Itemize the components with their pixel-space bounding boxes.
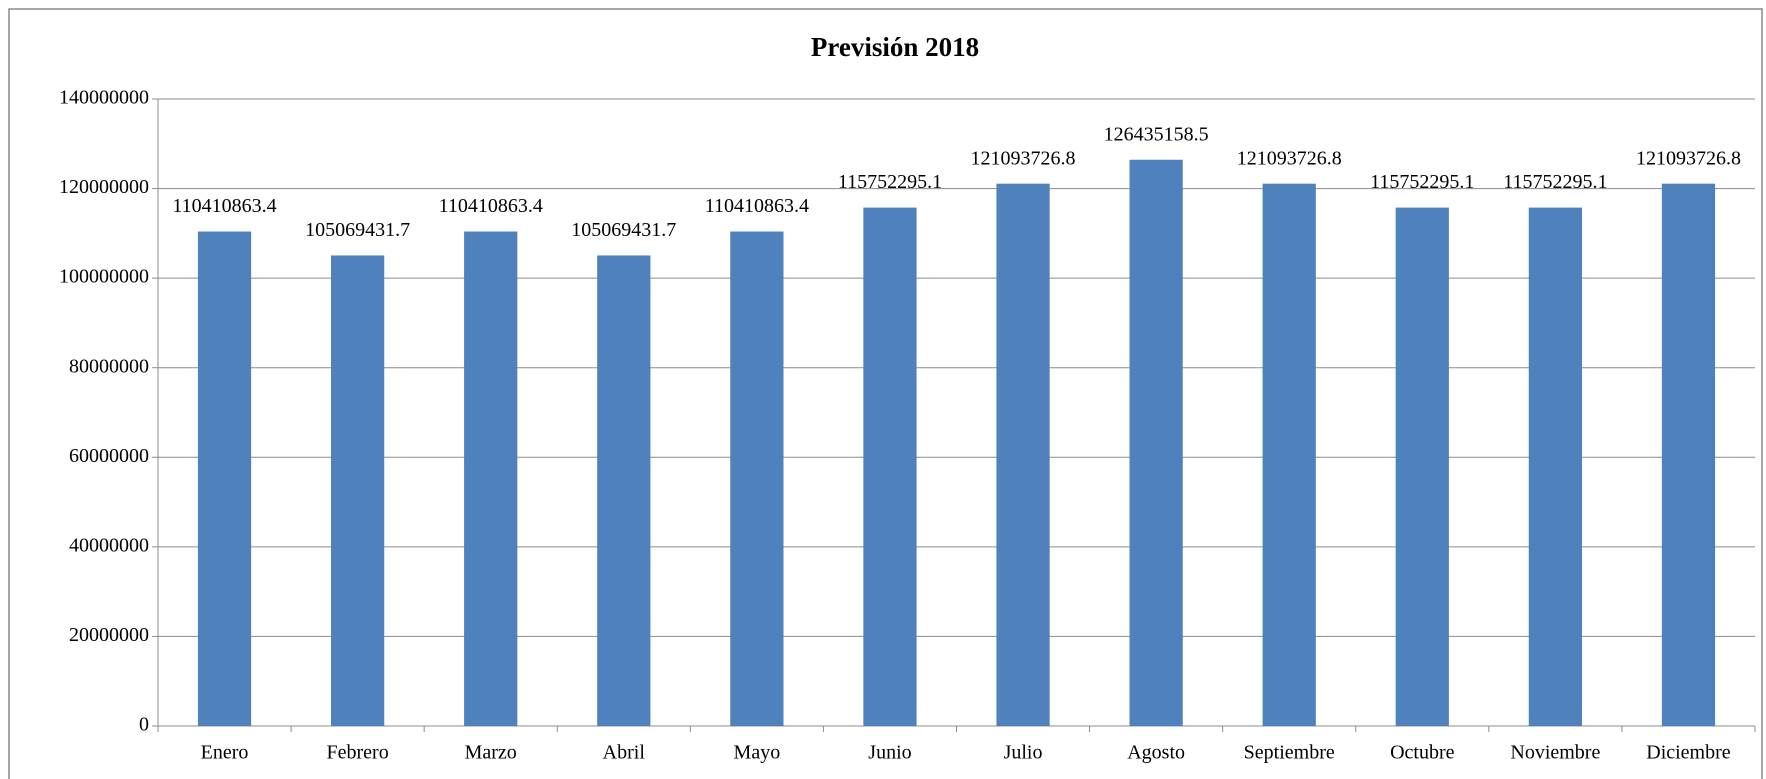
data-label: 105069431.7	[305, 219, 410, 241]
y-tick-label: 60000000	[69, 445, 149, 467]
x-tick-label: Noviembre	[1510, 742, 1600, 764]
bar	[1661, 183, 1716, 726]
data-label: 115752295.1	[1503, 171, 1607, 193]
data-label: 115752295.1	[838, 171, 942, 193]
bar	[863, 207, 917, 726]
data-label: 110410863.4	[439, 195, 543, 217]
y-tick-label: 20000000	[69, 624, 149, 646]
data-label: 126435158.5	[1104, 123, 1209, 145]
data-label: 110410863.4	[705, 195, 809, 217]
y-tick-label: 40000000	[69, 534, 149, 556]
y-tick-label: 0	[139, 714, 149, 736]
y-tick-label: 140000000	[59, 87, 149, 109]
x-tick-label: Septiembre	[1244, 742, 1335, 764]
x-tick-label: Marzo	[465, 742, 517, 764]
x-tick-label: Enero	[201, 742, 249, 764]
data-label: 115752295.1	[1370, 171, 1474, 193]
x-tick-label: Agosto	[1127, 742, 1185, 764]
y-tick-label: 120000000	[59, 176, 149, 198]
data-label: 105069431.7	[571, 219, 676, 241]
data-label: 121093726.8	[1237, 147, 1342, 169]
bar	[197, 231, 252, 726]
x-tick-label: Febrero	[327, 742, 389, 764]
y-tick-label: 100000000	[59, 266, 149, 288]
data-label: 121093726.8	[1636, 147, 1741, 169]
bar	[1395, 207, 1449, 726]
data-label: 110410863.4	[172, 195, 276, 217]
x-tick-label: Julio	[1004, 742, 1043, 764]
bar	[464, 231, 518, 726]
bar	[1528, 207, 1582, 726]
chart-title: Previsión 2018	[811, 32, 979, 62]
bar	[1129, 159, 1183, 727]
y-tick-label: 80000000	[69, 355, 149, 377]
data-label: 121093726.8	[971, 147, 1076, 169]
bar	[597, 255, 651, 727]
x-tick-label: Octubre	[1390, 742, 1455, 764]
bar	[331, 255, 385, 727]
bar	[996, 183, 1050, 726]
x-tick-label: Junio	[868, 742, 911, 764]
x-tick-label: Diciembre	[1646, 742, 1731, 764]
bar	[730, 231, 784, 726]
x-tick-label: Abril	[603, 742, 646, 764]
bar	[1262, 183, 1316, 726]
x-tick-label: Mayo	[734, 742, 781, 764]
